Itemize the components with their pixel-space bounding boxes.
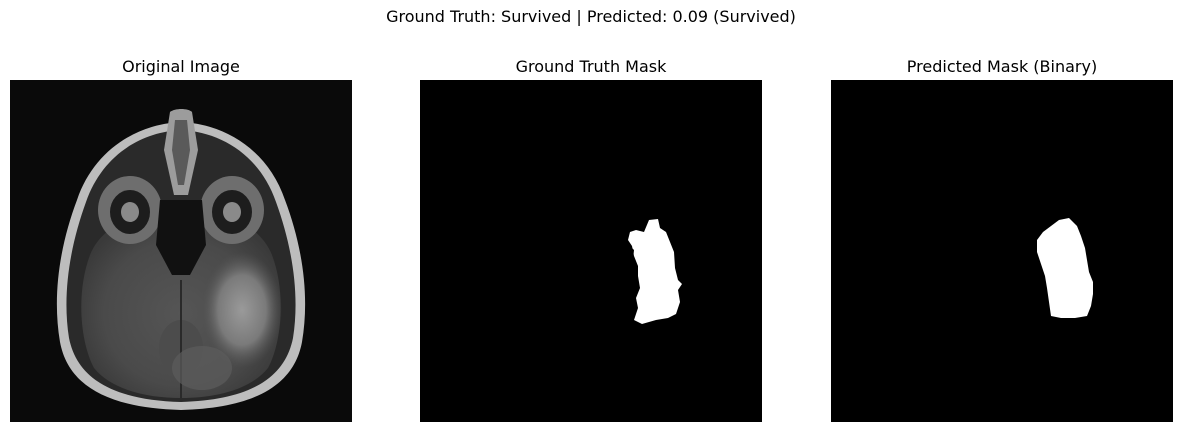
predicted-mask-panel: Predicted Mask (Binary): [831, 56, 1173, 422]
figure-suptitle: Ground Truth: Survived | Predicted: 0.09…: [386, 7, 796, 26]
predicted-tumor-region: [1037, 218, 1093, 318]
ground-truth-mask-panel: Ground Truth Mask: [420, 56, 762, 422]
original-image-title: Original Image: [122, 57, 240, 76]
ground-truth-tumor-region: [628, 219, 682, 324]
ground-truth-mask-image: [420, 80, 762, 422]
predicted-mask-image: [831, 80, 1173, 422]
original-image-panel: Original Image: [10, 56, 352, 422]
predicted-mask-title: Predicted Mask (Binary): [906, 57, 1098, 76]
ground-truth-mask-title: Ground Truth Mask: [515, 57, 667, 76]
brain-mri-image: [10, 80, 352, 422]
